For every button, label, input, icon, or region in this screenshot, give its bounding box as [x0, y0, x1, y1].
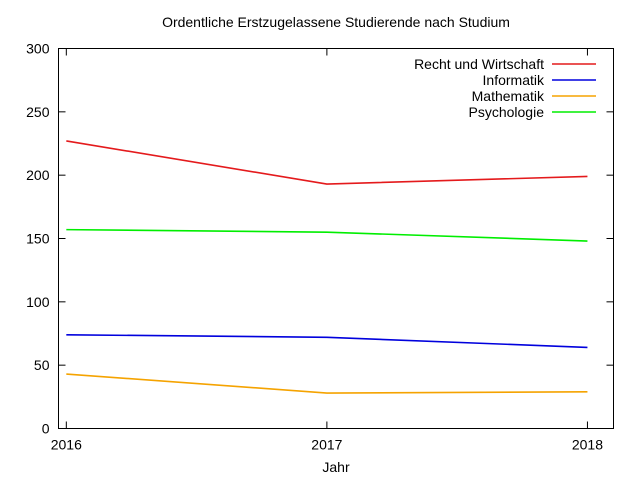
series-line-informatik: [66, 333, 588, 349]
y-tick-label: 250: [26, 104, 50, 120]
y-tick-label: 50: [34, 357, 50, 373]
legend-label: Psychologie: [469, 104, 545, 120]
y-tick-label: 100: [26, 294, 50, 310]
series-line-psychologie: [66, 228, 588, 242]
legend-label: Informatik: [483, 72, 545, 88]
y-tick-label: 0: [42, 421, 50, 437]
x-tick-label: 2017: [311, 437, 342, 453]
y-tick-label: 200: [26, 167, 50, 183]
x-tick-label: 2016: [51, 437, 82, 453]
chart-title: Ordentliche Erstzugelassene Studierende …: [162, 14, 510, 30]
series-line-recht-und-wirtschaft: [66, 140, 588, 185]
legend: Recht und WirtschaftInformatikMathematik…: [414, 56, 596, 120]
series-lines: [66, 140, 588, 394]
y-axis: 0 50 100 150 200 250 300: [26, 41, 614, 437]
x-axis: 2016 2017 2018: [51, 48, 603, 453]
y-tick-label: 300: [26, 41, 50, 57]
legend-label: Mathematik: [472, 88, 545, 104]
legend-label: Recht und Wirtschaft: [414, 56, 544, 72]
series-line-mathematik: [66, 373, 588, 394]
x-tick-label: 2018: [572, 437, 603, 453]
x-axis-label: Jahr: [322, 459, 350, 475]
y-tick-label: 150: [26, 231, 50, 247]
